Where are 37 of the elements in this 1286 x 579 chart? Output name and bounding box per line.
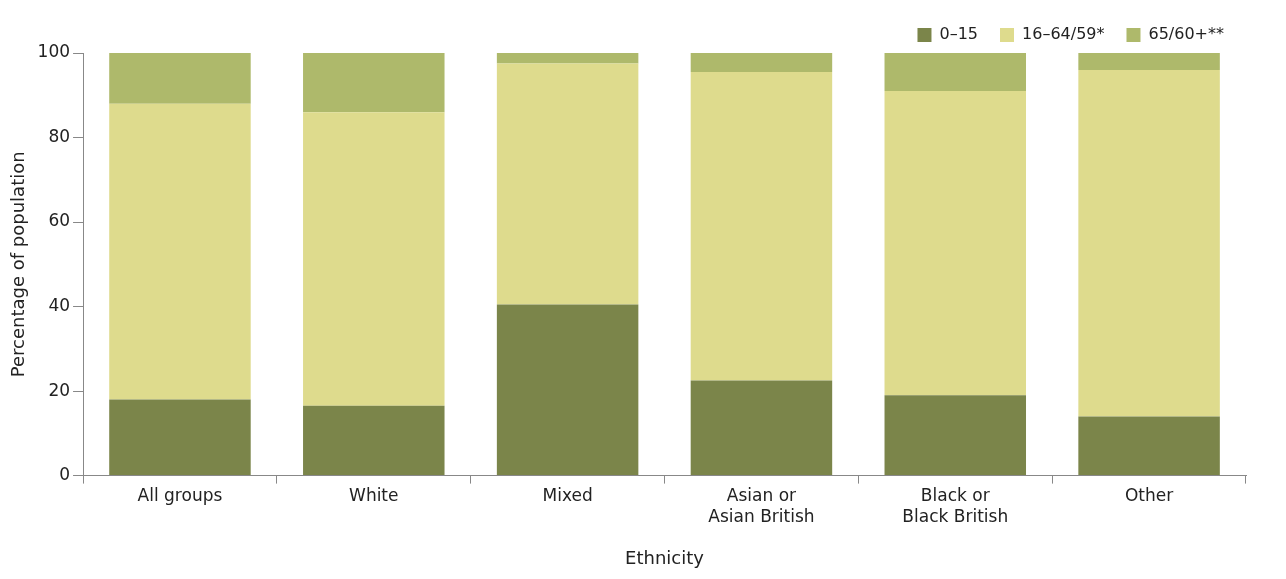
bar — [496, 304, 639, 476]
bar — [1078, 416, 1220, 476]
y-tick-label: 0 — [59, 464, 71, 485]
bar — [109, 103, 251, 400]
y-tick-label: 100 — [37, 41, 71, 62]
y-tick-label: 20 — [48, 379, 71, 400]
category-label: Asian British — [708, 505, 815, 526]
legend-label: 65/60+** — [1148, 24, 1224, 44]
y-tick-label: 40 — [48, 294, 71, 315]
bar — [109, 53, 251, 104]
legend-label: 16–64/59* — [1022, 24, 1105, 44]
y-tick-label: 60 — [48, 210, 71, 231]
bar — [884, 91, 1027, 396]
bar — [1078, 53, 1220, 70]
bar — [109, 399, 251, 476]
bar — [496, 63, 639, 305]
category-label: White — [349, 485, 399, 506]
legend-label: 0–15 — [939, 24, 979, 44]
category-label: Other — [1124, 485, 1174, 506]
bar — [690, 380, 833, 476]
category-label: Asian or — [726, 485, 797, 506]
bar — [690, 72, 833, 381]
category-label: All groups — [137, 485, 223, 506]
bar — [496, 53, 639, 64]
y-axis-title: Percentage of population — [7, 151, 29, 378]
bar — [884, 395, 1027, 476]
y-tick-label: 80 — [48, 125, 71, 146]
category-label: Mixed — [542, 485, 593, 506]
x-axis-title: Ethnicity — [625, 546, 705, 568]
bar — [690, 53, 833, 73]
bar — [303, 53, 445, 113]
bar — [884, 53, 1027, 92]
bar — [1078, 69, 1220, 417]
category-label: Black British — [902, 505, 1009, 526]
category-label: Black or — [920, 485, 990, 506]
bar — [303, 405, 445, 476]
bar — [303, 112, 445, 406]
